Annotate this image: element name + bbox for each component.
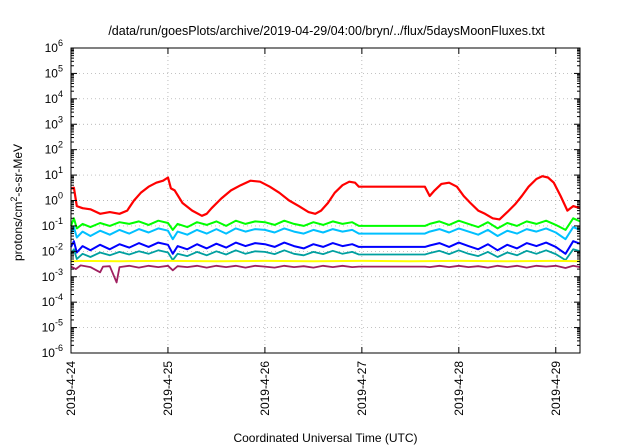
x-axis-label: Coordinated Universal Time (UTC) xyxy=(233,431,417,445)
y-tick-exp: 1 xyxy=(58,165,63,175)
y-tick-base: 10 xyxy=(42,244,56,258)
y-tick-exp: 6 xyxy=(58,38,63,48)
series-line-5 xyxy=(70,248,581,262)
y-tick-exp: 3 xyxy=(58,114,63,124)
x-tick-label: 2019-4-27 xyxy=(355,361,369,416)
y-tick-exp: 0 xyxy=(58,191,63,201)
y-tick-label: 10-4 xyxy=(42,292,63,309)
y-tick-base: 10 xyxy=(45,143,59,157)
y-tick-base: 10 xyxy=(42,321,56,335)
y-tick-label: 10-6 xyxy=(42,343,63,360)
y-tick-label: 103 xyxy=(45,114,63,131)
y-tick-exp: 5 xyxy=(58,63,63,73)
y-tick-base: 10 xyxy=(42,295,56,309)
series-line-1 xyxy=(70,175,581,221)
y-tick-label: 101 xyxy=(45,165,63,182)
series-lines xyxy=(70,175,581,284)
y-tick-label: 105 xyxy=(45,63,63,80)
x-tick-label: 2019-4-29 xyxy=(549,361,563,416)
y-tick-exp: -4 xyxy=(55,292,63,302)
x-tick-label: 2019-4-28 xyxy=(452,361,466,416)
chart-title: /data/run/goesPlots/archive/2019-04-29/0… xyxy=(108,24,545,38)
grid-lines xyxy=(71,48,580,353)
y-tick-label: 10-2 xyxy=(42,241,63,258)
y-tick-exp: -5 xyxy=(55,318,63,328)
y-tick-label: 10-3 xyxy=(42,267,63,284)
y-tick-base: 10 xyxy=(45,66,59,80)
y-tick-exp: -6 xyxy=(55,343,63,353)
x-tick-label: 2019-4-25 xyxy=(161,361,175,416)
y-tick-base: 10 xyxy=(45,41,59,55)
y-tick-label: 104 xyxy=(45,89,63,106)
x-tick-label: 2019-4-24 xyxy=(64,361,78,416)
y-tick-base: 10 xyxy=(42,346,56,360)
series-line-3 xyxy=(70,226,581,241)
y-tick-exp: -1 xyxy=(55,216,63,226)
axis-ticks: 10-610-510-410-310-210-11001011021031041… xyxy=(42,38,580,416)
y-tick-label: 106 xyxy=(45,38,63,55)
x-tick-label: 2019-4-26 xyxy=(258,361,272,416)
y-tick-base: 10 xyxy=(42,270,56,284)
series-line-6 xyxy=(70,259,581,263)
y-tick-label: 10-5 xyxy=(42,318,63,335)
series-line-7 xyxy=(70,264,581,284)
y-tick-exp: 4 xyxy=(58,89,63,99)
y-axis-label-post: -s-sr-MeV xyxy=(11,144,25,197)
y-axis-label-pre: protons/cm xyxy=(11,202,25,261)
y-tick-base: 10 xyxy=(45,92,59,106)
y-tick-base: 10 xyxy=(45,168,59,182)
y-axis-label-sup: 2 xyxy=(9,197,19,202)
y-tick-exp: -2 xyxy=(55,241,63,251)
y-tick-base: 10 xyxy=(42,219,56,233)
series-line-2 xyxy=(70,217,581,231)
y-tick-label: 100 xyxy=(45,191,63,208)
y-tick-base: 10 xyxy=(45,117,59,131)
y-axis-label: protons/cm2-s-sr-MeV xyxy=(9,144,25,261)
y-tick-label: 102 xyxy=(45,140,63,157)
y-tick-exp: -3 xyxy=(55,267,63,277)
y-tick-exp: 2 xyxy=(58,140,63,150)
series-line-4 xyxy=(70,240,581,255)
y-tick-base: 10 xyxy=(45,194,59,208)
y-tick-label: 10-1 xyxy=(42,216,63,233)
